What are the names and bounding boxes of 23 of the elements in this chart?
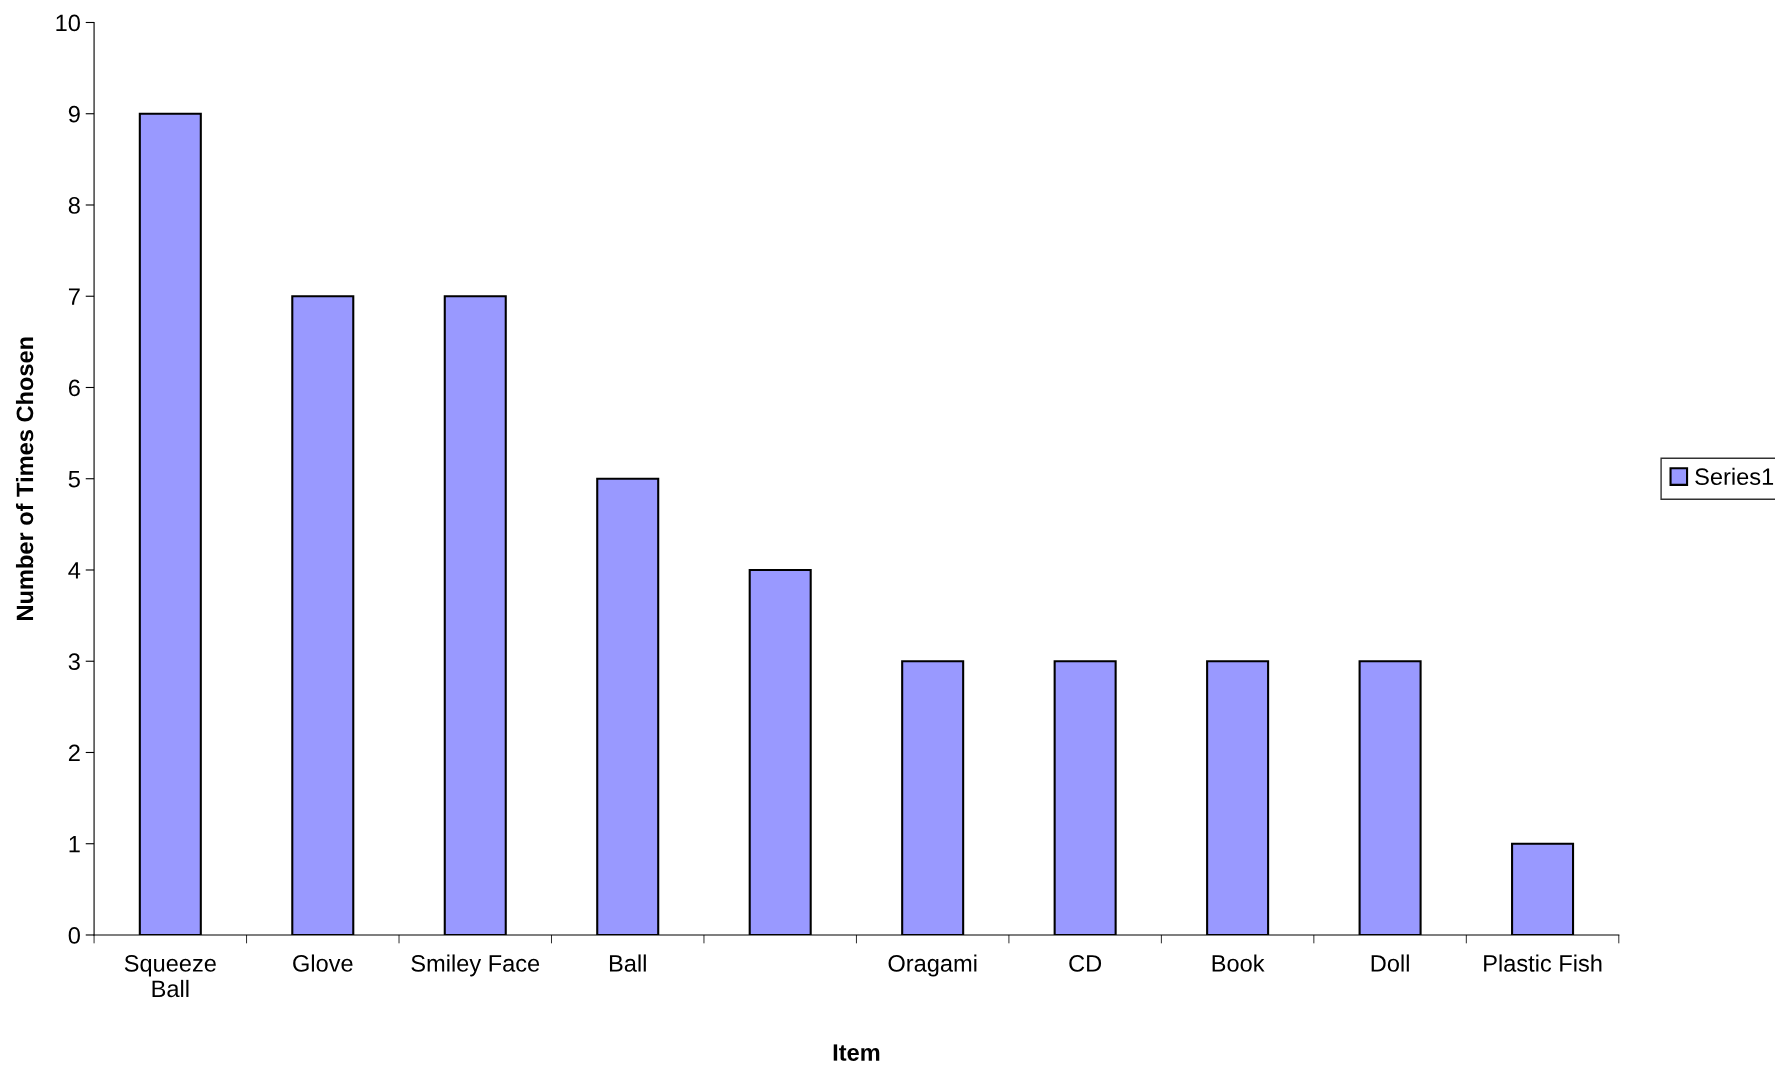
y-tick-label: 9 <box>68 105 80 123</box>
y-tick-label: 1 <box>69 836 80 853</box>
x-tick-label: CD <box>1069 955 1102 972</box>
x-tick-label: Doll <box>1371 954 1409 972</box>
y-tick-label: 2 <box>68 744 80 762</box>
y-axis-title: Number of Times Chosen <box>15 337 34 620</box>
x-axis-title: Item <box>833 1044 880 1061</box>
x-tick-label: Smiley Face <box>411 954 540 977</box>
y-tick-label: 4 <box>68 562 81 579</box>
x-tick-label: Plastic Fish <box>1484 954 1602 972</box>
y-tick-label: 5 <box>68 471 80 488</box>
x-tick-label: Squeeze Ball <box>124 955 216 998</box>
y-tick-label: 6 <box>68 379 80 397</box>
y-tick-label: 3 <box>68 653 80 671</box>
x-tick-label: Oragami <box>888 954 977 977</box>
y-tick-label: 10 <box>56 14 80 32</box>
legend-label: Series1 <box>1695 467 1774 486</box>
y-tick-label: 0 <box>68 927 80 944</box>
x-tick-label: Glove <box>293 954 353 972</box>
y-tick-label: 7 <box>68 288 80 305</box>
y-tick-label: 8 <box>68 197 80 214</box>
x-tick-label: Book <box>1212 954 1265 972</box>
x-tick-label: Ball <box>609 954 646 972</box>
